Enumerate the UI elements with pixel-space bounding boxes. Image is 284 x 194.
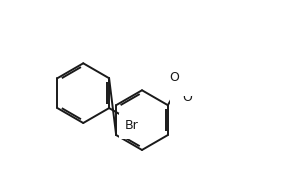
Text: O: O [183, 91, 193, 104]
Text: Br: Br [125, 120, 139, 133]
Text: O: O [170, 71, 179, 84]
